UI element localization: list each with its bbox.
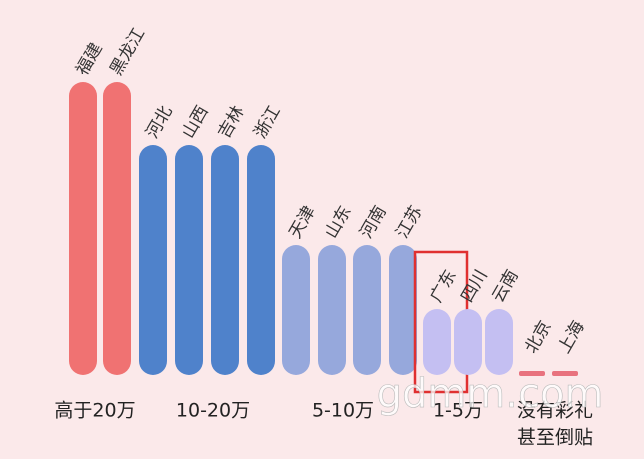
bar xyxy=(454,309,482,375)
bar xyxy=(69,82,97,375)
province-label: 上海 xyxy=(554,318,588,357)
bar xyxy=(103,82,131,375)
province-label: 山东 xyxy=(321,203,355,242)
province-label: 河南 xyxy=(356,203,390,242)
province-label: 广东 xyxy=(426,267,460,306)
bar xyxy=(282,245,310,375)
bar xyxy=(247,145,275,375)
province-label: 浙江 xyxy=(250,103,284,142)
bar xyxy=(175,145,203,375)
bar xyxy=(211,145,239,375)
bar xyxy=(139,145,167,375)
province-label: 云南 xyxy=(488,267,522,306)
province-label: 吉林 xyxy=(214,103,248,142)
province-label: 福建 xyxy=(72,40,106,79)
province-label: 天津 xyxy=(285,203,319,242)
bar xyxy=(423,309,451,375)
province-label: 河北 xyxy=(142,103,176,142)
group-label: 甚至倒贴 xyxy=(517,427,593,449)
group-label: 高于20万 xyxy=(54,400,135,422)
dash-bar xyxy=(519,371,545,376)
group-label: 5-10万 xyxy=(312,400,374,422)
province-label: 四川 xyxy=(457,267,491,306)
dash-bar xyxy=(552,371,578,376)
bar xyxy=(485,309,513,375)
bar xyxy=(353,245,381,375)
group-label: 没有彩礼 xyxy=(517,400,593,422)
bar xyxy=(318,245,346,375)
bar xyxy=(389,245,417,375)
province-label: 山西 xyxy=(178,103,212,142)
watermark: gdmm.com xyxy=(377,371,604,417)
group-label: 10-20万 xyxy=(176,400,250,422)
province-label: 江苏 xyxy=(392,203,426,242)
province-label: 北京 xyxy=(521,318,555,357)
province-label: 黑龙江 xyxy=(106,25,149,79)
group-label: 1-5万 xyxy=(433,400,483,422)
